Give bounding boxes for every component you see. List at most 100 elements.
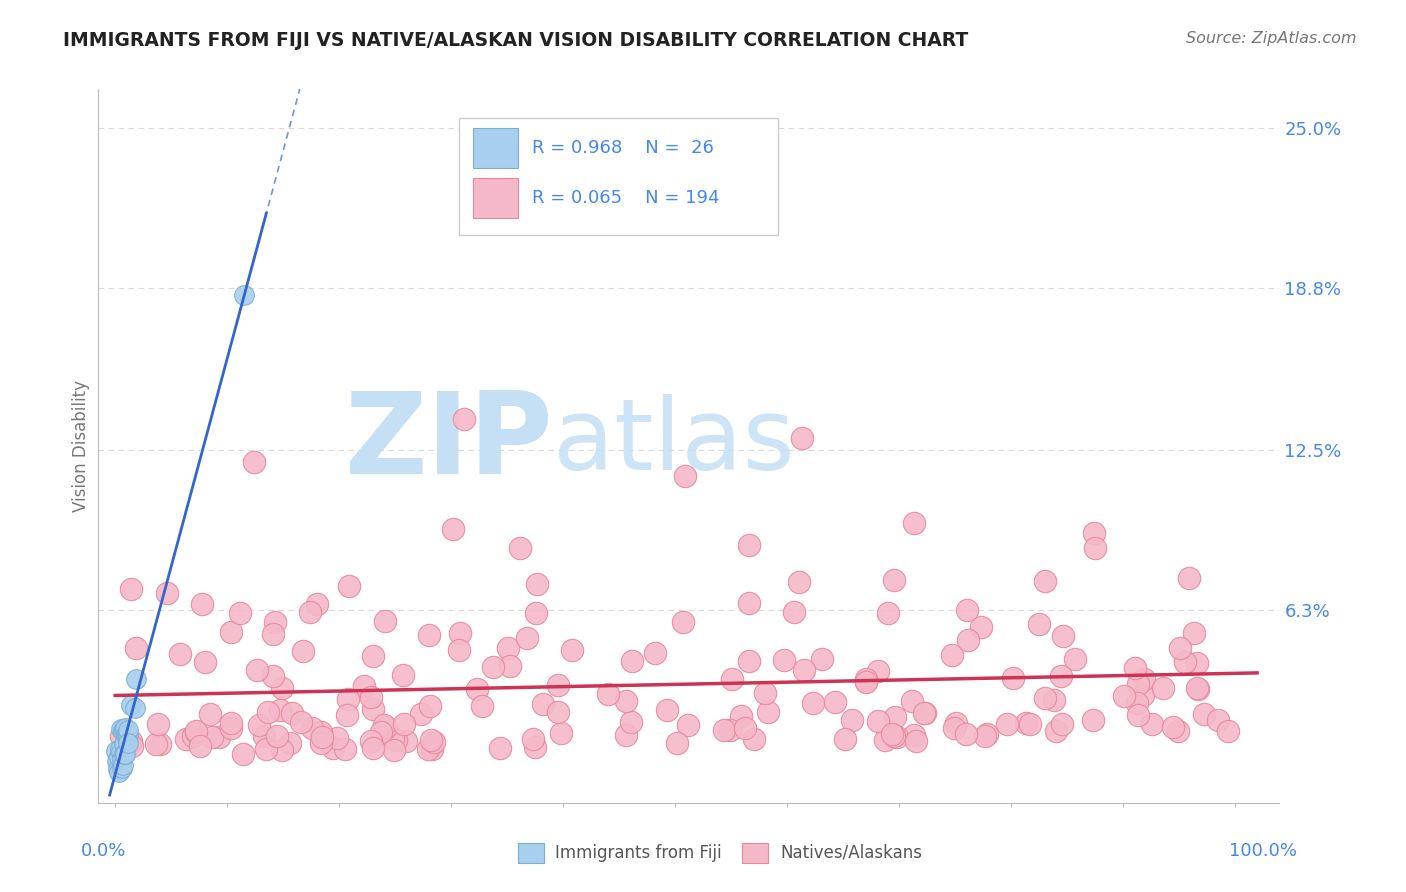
Point <box>855 673 877 688</box>
Point <box>1123 661 1146 675</box>
Point <box>516 631 538 645</box>
Point <box>943 721 966 735</box>
Point <box>1033 574 1056 589</box>
Point <box>1142 717 1164 731</box>
Point <box>243 455 266 469</box>
Point <box>1185 656 1208 670</box>
Point <box>198 706 221 721</box>
Point <box>596 687 619 701</box>
Point <box>1064 651 1087 665</box>
Point <box>1084 541 1107 555</box>
Text: ZIP: ZIP <box>344 387 553 498</box>
Point <box>720 672 742 686</box>
Point <box>665 736 688 750</box>
Point <box>754 686 776 700</box>
Point <box>229 606 252 620</box>
Point <box>900 694 922 708</box>
Point <box>110 745 132 759</box>
Point <box>115 727 138 741</box>
Point <box>1178 571 1201 585</box>
Point <box>361 649 384 664</box>
Point <box>112 747 135 761</box>
Point <box>1028 616 1050 631</box>
Point <box>912 706 935 721</box>
Point <box>186 725 208 739</box>
Point <box>221 716 243 731</box>
Point <box>262 668 284 682</box>
Point <box>945 716 967 731</box>
Point <box>941 648 963 662</box>
Text: 100.0%: 100.0% <box>1229 842 1298 860</box>
Point <box>903 728 925 742</box>
Point <box>114 747 136 761</box>
Point <box>855 674 877 689</box>
Point <box>787 574 810 589</box>
Point <box>524 606 547 620</box>
Point <box>956 603 979 617</box>
Point <box>1133 672 1156 686</box>
Point <box>374 614 396 628</box>
Point <box>124 701 146 715</box>
Point <box>449 643 471 657</box>
Point <box>995 717 1018 731</box>
Point <box>676 717 699 731</box>
Point <box>107 763 129 777</box>
Point <box>246 663 269 677</box>
Point <box>1192 706 1215 721</box>
Point <box>499 659 522 673</box>
Point <box>1132 689 1154 703</box>
Point <box>734 722 756 736</box>
Point <box>309 735 332 749</box>
Point <box>254 742 277 756</box>
Point <box>614 694 637 708</box>
Point <box>811 652 834 666</box>
Point <box>873 733 896 747</box>
Point <box>620 654 643 668</box>
Point <box>121 739 143 753</box>
Point <box>877 606 900 620</box>
Point <box>970 620 993 634</box>
Point <box>738 538 761 552</box>
Point <box>783 605 806 619</box>
Point <box>108 764 131 779</box>
Point <box>253 729 276 743</box>
Point <box>336 708 359 723</box>
Point <box>834 732 856 747</box>
Point <box>841 713 863 727</box>
Point <box>353 679 375 693</box>
Point <box>1050 716 1073 731</box>
Point <box>449 626 471 640</box>
Point <box>184 723 207 738</box>
Text: IMMIGRANTS FROM FIJI VS NATIVE/ALASKAN VISION DISABILITY CORRELATION CHART: IMMIGRANTS FROM FIJI VS NATIVE/ALASKAN V… <box>63 31 969 50</box>
Point <box>112 737 135 751</box>
Point <box>672 615 695 629</box>
Point <box>418 628 440 642</box>
Point <box>305 598 328 612</box>
Point <box>385 732 408 747</box>
Point <box>1019 717 1042 731</box>
Point <box>271 681 294 695</box>
Point <box>713 723 735 737</box>
Point <box>271 742 294 756</box>
Bar <box>517 844 544 863</box>
Point <box>111 751 134 765</box>
Point <box>868 664 890 678</box>
Point <box>886 730 908 744</box>
Point <box>496 640 519 655</box>
Point <box>423 735 446 749</box>
Point <box>1218 724 1240 739</box>
Point <box>120 698 142 712</box>
Point <box>526 577 548 591</box>
Point <box>914 706 936 720</box>
Point <box>361 702 384 716</box>
Point <box>194 655 217 669</box>
Point <box>614 728 637 742</box>
Point <box>744 732 766 747</box>
Point <box>266 729 288 743</box>
Point <box>488 741 510 756</box>
Point <box>482 660 505 674</box>
Point <box>1168 640 1191 655</box>
Point <box>561 642 583 657</box>
Point <box>110 761 132 775</box>
Point <box>120 733 142 747</box>
